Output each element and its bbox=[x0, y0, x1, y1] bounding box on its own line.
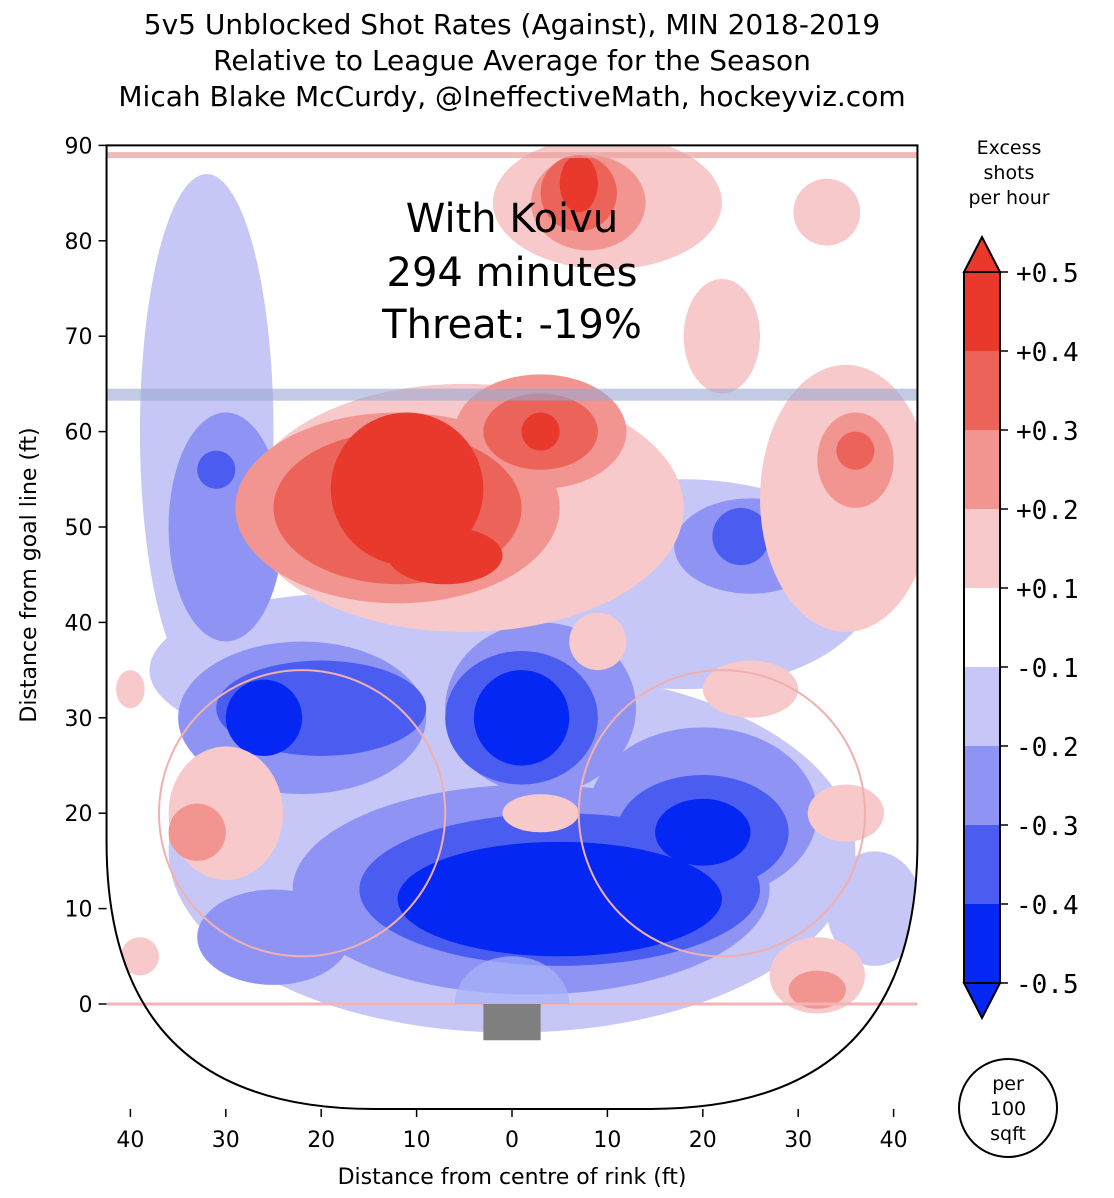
chart-title-line-1: 5v5 Unblocked Shot Rates (Against), MIN … bbox=[143, 8, 881, 41]
contour-region bbox=[168, 803, 226, 861]
contour-region bbox=[473, 670, 570, 766]
colorbar-tick-label: +0.4 bbox=[1016, 338, 1079, 368]
contour-region bbox=[120, 937, 160, 976]
annotation-line-1: With Koivu bbox=[406, 196, 618, 242]
unit-badge bbox=[958, 1058, 1058, 1158]
colorbar-tick-label: +0.2 bbox=[1016, 496, 1079, 526]
colorbar-segment bbox=[964, 272, 1000, 351]
colorbar-tick-label: -0.2 bbox=[1016, 733, 1079, 763]
rink-boards bbox=[105, 144, 919, 1110]
centre-red-line bbox=[106, 152, 918, 159]
colorbar-tick-label: -0.4 bbox=[1016, 891, 1079, 921]
y-tick-label: 10 bbox=[65, 898, 93, 923]
y-tick-label: 50 bbox=[65, 516, 93, 541]
faceoff-circle bbox=[158, 669, 447, 958]
contour-region bbox=[569, 612, 627, 671]
annotation-line-3: Threat: -19% bbox=[381, 302, 642, 348]
chart-title-line-2: Relative to League Average for the Seaso… bbox=[213, 44, 811, 77]
y-tick-label: 40 bbox=[65, 611, 93, 636]
colorbar-segment bbox=[964, 746, 1000, 825]
contour-region bbox=[793, 178, 861, 246]
x-tick-label: 40 bbox=[880, 1128, 908, 1153]
x-tick-label: 0 bbox=[505, 1128, 519, 1153]
contour-region bbox=[702, 660, 799, 718]
contour-region bbox=[807, 784, 885, 842]
y-tick-label: 70 bbox=[65, 325, 93, 350]
y-axis-label: Distance from goal line (ft) bbox=[17, 427, 42, 722]
annotation-line-2: 294 minutes bbox=[387, 250, 638, 296]
colorbar-tick-label: -0.1 bbox=[1016, 654, 1079, 684]
x-tick-label: 30 bbox=[784, 1128, 812, 1153]
colorbar-tick-label: -0.3 bbox=[1016, 812, 1079, 842]
x-tick-label: 10 bbox=[593, 1128, 621, 1153]
contour-region bbox=[826, 851, 918, 966]
contour-region bbox=[387, 527, 503, 585]
unit-badge-line-1: per bbox=[992, 1073, 1024, 1095]
colorbar-tick-label: +0.3 bbox=[1016, 417, 1079, 447]
unit-badge-line-2: 100 bbox=[990, 1098, 1026, 1120]
x-tick-label: 20 bbox=[689, 1128, 717, 1153]
colorbar-tick-label: -0.5 bbox=[1016, 970, 1079, 1000]
blue-line bbox=[106, 388, 918, 401]
colorbar-title-3: per hour bbox=[968, 187, 1049, 209]
x-tick-label: 20 bbox=[307, 1128, 335, 1153]
contour-region bbox=[683, 278, 761, 394]
colorbar-segment bbox=[964, 351, 1000, 430]
y-tick-label: 20 bbox=[65, 802, 93, 827]
contour-region bbox=[197, 450, 236, 489]
colorbar-segment bbox=[964, 904, 1000, 983]
y-tick-label: 60 bbox=[65, 421, 93, 446]
x-axis-label: Distance from centre of rink (ft) bbox=[338, 1165, 687, 1190]
contour-region bbox=[836, 431, 875, 470]
colorbar-tick-label: +0.5 bbox=[1016, 259, 1079, 289]
colorbar-extend-low bbox=[962, 982, 1002, 1021]
contour-region bbox=[197, 889, 350, 985]
goal-crease bbox=[454, 956, 570, 1004]
y-tick-label: 0 bbox=[79, 993, 93, 1018]
contour-region bbox=[225, 679, 303, 756]
contour-region bbox=[712, 507, 770, 566]
contour-region bbox=[559, 154, 598, 213]
colorbar-title-2: shots bbox=[984, 162, 1035, 184]
colorbar-segment bbox=[964, 509, 1000, 588]
x-tick-label: 10 bbox=[403, 1128, 431, 1153]
x-tick-label: 40 bbox=[116, 1128, 144, 1153]
contour-region bbox=[502, 794, 579, 833]
faceoff-circle bbox=[577, 669, 866, 958]
colorbar-segment bbox=[964, 667, 1000, 746]
contour-region bbox=[116, 670, 145, 709]
contour-region bbox=[788, 970, 846, 1009]
chart-title-line-3: Micah Blake McCurdy, @IneffectiveMath, h… bbox=[118, 80, 906, 113]
goal-net bbox=[483, 1004, 541, 1041]
unit-badge-line-3: sqft bbox=[990, 1123, 1026, 1145]
colorbar-title-1: Excess bbox=[977, 137, 1042, 159]
colorbar-segment bbox=[964, 430, 1000, 509]
y-tick-label: 30 bbox=[65, 707, 93, 732]
colorbar-segment bbox=[964, 825, 1000, 904]
contour-region bbox=[521, 412, 560, 451]
contour-region bbox=[655, 798, 751, 866]
colorbar-extend-high bbox=[962, 234, 1002, 273]
y-tick-label: 90 bbox=[65, 134, 93, 159]
contour-region bbox=[397, 841, 722, 957]
colorbar-segment bbox=[964, 588, 1000, 667]
colorbar-tick-label: +0.1 bbox=[1016, 575, 1079, 605]
y-tick-label: 80 bbox=[65, 230, 93, 255]
colorbar-frame bbox=[963, 271, 1001, 984]
x-tick-label: 30 bbox=[212, 1128, 240, 1153]
